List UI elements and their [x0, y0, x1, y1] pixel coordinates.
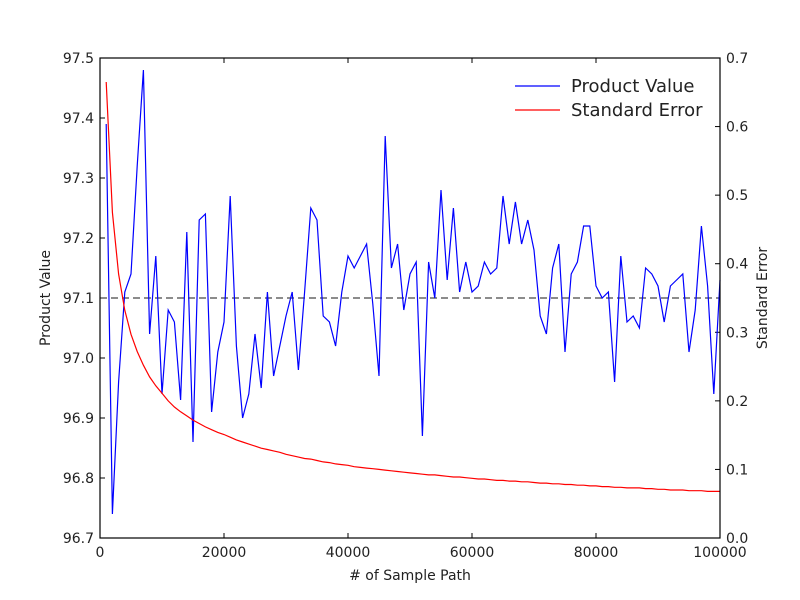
x-tick-label: 0 [96, 545, 105, 561]
x-tick-label: 40000 [326, 545, 371, 561]
series-line-standard-error [105, 81, 720, 492]
y-right-tick-label: 0.4 [726, 257, 748, 273]
y-axis-left-label: Product Value [38, 250, 54, 346]
y-left-tick-label: 96.9 [63, 411, 94, 427]
y-axis-right-label: Standard Error [755, 247, 771, 350]
y-right-tick-label: 0.7 [726, 51, 748, 67]
x-tick-label: 60000 [450, 545, 495, 561]
y-left-tick-label: 97.2 [63, 231, 94, 247]
y-right-tick-label: 0.3 [726, 325, 748, 341]
y-left-tick-label: 97.1 [63, 291, 94, 307]
y-left-tick-label: 97.5 [63, 51, 94, 67]
y-left-tick-label: 97.4 [63, 111, 94, 127]
y-right-tick-label: 0.5 [726, 188, 748, 204]
y-right-tick-label: 0.1 [726, 462, 748, 478]
x-tick-label: 80000 [574, 545, 619, 561]
y-left-tick-label: 96.7 [63, 531, 94, 547]
x-axis-label: # of Sample Path [349, 568, 471, 584]
y-right-tick-label: 0.0 [726, 531, 748, 547]
legend-label-standard-error: Standard Error [571, 100, 703, 121]
y-left-tick-label: 96.8 [63, 471, 94, 487]
y-left-tick-label: 97.0 [63, 351, 94, 367]
legend: Product Value Standard Error [515, 76, 703, 121]
legend-label-product-value: Product Value [571, 76, 695, 97]
y-left-tick-label: 97.3 [63, 171, 94, 187]
x-tick-label: 20000 [202, 545, 247, 561]
y-right-tick-label: 0.2 [726, 394, 748, 410]
series-line-product-value [105, 69, 721, 515]
y-right-tick-label: 0.6 [726, 120, 748, 136]
x-tick-label: 100000 [693, 545, 746, 561]
plot-frame [99, 57, 721, 539]
ticks-layer: 0 20000 40000 60000 80000 100000 96.7 96.8 96.9 9… [63, 51, 749, 561]
